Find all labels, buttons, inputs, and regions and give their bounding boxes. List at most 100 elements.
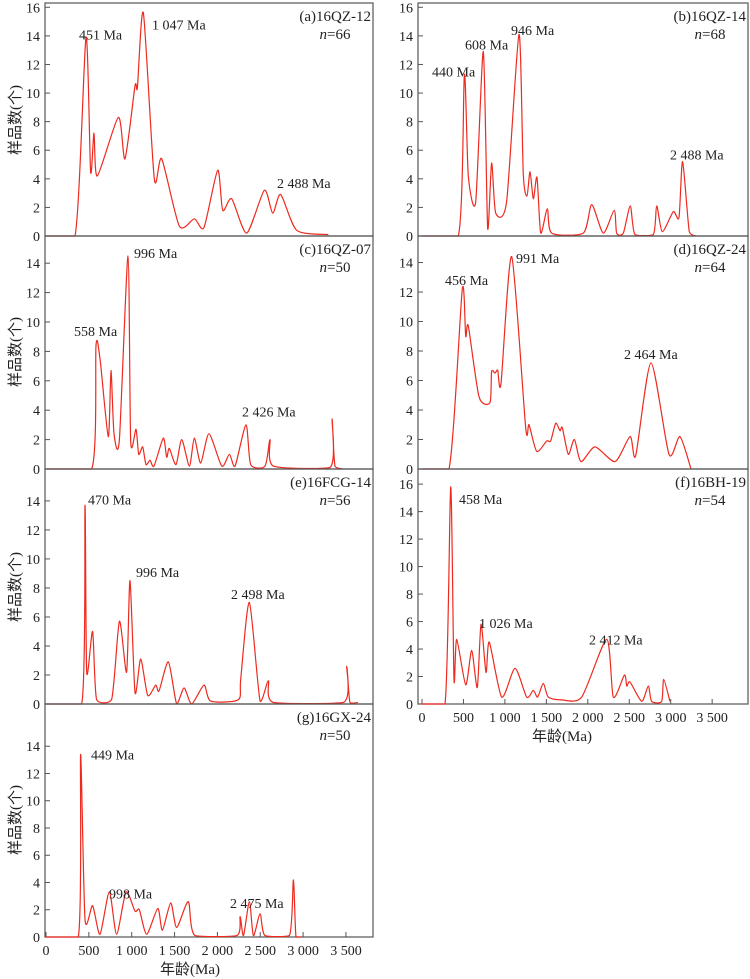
y-tick-label: 10 [26, 316, 40, 331]
x-tick-label: 3 500 [696, 711, 728, 726]
x-tick-label: 2 000 [572, 711, 604, 726]
y-tick-label: 8 [33, 345, 40, 360]
panel-title: (d)16QZ-24 [674, 242, 747, 258]
panel-title: (b)16QZ-14 [674, 9, 747, 25]
y-tick-label: 14 [26, 495, 40, 510]
x-tick-label: 2 000 [202, 944, 234, 959]
y-tick-label: 12 [26, 767, 40, 782]
y-tick-label: 14 [399, 506, 413, 521]
peak-age-label: 2 464 Ma [624, 348, 678, 363]
y-tick-label: 2 [406, 201, 413, 216]
peak-age-label: 2 475 Ma [230, 897, 284, 912]
plot-frame [417, 468, 749, 705]
y-tick-label: 8 [406, 345, 413, 360]
sample-count: n=50 [320, 260, 351, 276]
y-tick-label: 8 [406, 116, 413, 131]
y-tick-label: 16 [399, 1, 413, 16]
n-symbol: n [320, 27, 328, 43]
y-tick-label: 12 [26, 524, 40, 539]
peak-age-label: 458 Ma [459, 493, 503, 508]
peak-age-label: 946 Ma [511, 24, 555, 39]
y-tick-label: 16 [399, 478, 413, 493]
y-tick-label: 8 [33, 582, 40, 597]
y-tick-label: 8 [33, 822, 40, 837]
y-tick-label: 14 [26, 30, 40, 45]
y-tick-label: 4 [406, 643, 413, 658]
sample-count: n=66 [320, 27, 351, 43]
y-tick-label: 12 [26, 287, 40, 302]
peak-age-label: 2 498 Ma [231, 588, 285, 603]
y-tick-label: 12 [399, 58, 413, 73]
y-tick-label: 8 [406, 588, 413, 603]
y-tick-label: 0 [406, 463, 413, 478]
y-axis-title: 样品数(个) [7, 317, 24, 387]
y-axis-title: 样品数(个) [7, 85, 24, 155]
y-tick-label: 0 [33, 230, 40, 245]
x-tick-label: 2 500 [614, 711, 646, 726]
age-distribution-curve [46, 753, 302, 938]
panel-d: 0 2 4 6 8 10 12 14 456 Ma 991 Ma 2 464 Ma (d)16QZ-2… [399, 235, 749, 478]
n-value: =64 [702, 260, 726, 276]
sample-count: n=56 [320, 493, 351, 509]
x-tick-label: 500 [78, 944, 99, 959]
sample-count: n=50 [320, 728, 351, 744]
x-axis-title-left: 年龄(Ma) [160, 961, 220, 978]
sample-count: n=64 [695, 260, 726, 276]
y-tick-label: 0 [33, 463, 40, 478]
y-tick-label: 2 [33, 669, 40, 684]
y-tick-label: 14 [26, 257, 40, 272]
y-tick-label: 6 [406, 616, 413, 631]
y-axis-title: 样品数(个) [7, 552, 24, 622]
y-tick-label: 6 [406, 144, 413, 159]
panel-a: 0 2 4 6 8 10 12 14 16 451 Ma 1 047 Ma 2 488 Ma (a)16… [26, 1, 374, 245]
y-tick-label: 14 [399, 30, 413, 45]
n-symbol: n [695, 493, 703, 509]
peak-age-label: 449 Ma [91, 748, 135, 763]
x-tick-label: 3 000 [655, 711, 687, 726]
y-tick-label: 12 [26, 58, 40, 73]
peak-age-label: 2 488 Ma [670, 149, 724, 164]
y-tick-label: 4 [406, 173, 413, 188]
y-tick-label: 2 [33, 904, 40, 919]
age-distribution-curve [422, 33, 697, 237]
y-axis-title: 样品数(个) [7, 785, 24, 855]
panel-c: 0 2 4 6 8 10 12 14 558 Ma 996 Ma 2 426 Ma (c)16QZ-0… [26, 235, 374, 478]
n-symbol: n [320, 260, 328, 276]
peak-age-label: 440 Ma [432, 66, 476, 81]
y-tick-label: 10 [26, 87, 40, 102]
y-tick-label: 14 [26, 740, 40, 755]
y-tick-label: 8 [33, 116, 40, 131]
x-tick-label: 1 000 [116, 944, 148, 959]
y-tick-label: 10 [26, 553, 40, 568]
peak-age-label: 558 Ma [74, 325, 118, 340]
x-tick-label: 2 500 [245, 944, 277, 959]
y-tick-label: 6 [33, 611, 40, 626]
panel-e: 0 2 4 6 8 10 12 14 470 Ma 996 Ma 2 498 Ma (e)16FCG-… [26, 468, 374, 713]
y-tick-label: 6 [33, 144, 40, 159]
peak-age-label: 996 Ma [134, 247, 178, 262]
peak-age-label: 451 Ma [79, 28, 123, 43]
x-tick-label: 500 [453, 711, 474, 726]
peak-age-label: 608 Ma [465, 38, 509, 53]
n-value: =56 [327, 493, 351, 509]
y-tick-label: 0 [33, 931, 40, 946]
sample-count: n=54 [695, 493, 726, 509]
y-tick-label: 0 [33, 698, 40, 713]
y-tick-label: 12 [399, 533, 413, 548]
peak-age-label: 470 Ma [88, 493, 132, 508]
panel-title: (f)16BH-19 [675, 475, 746, 491]
peak-age-label: 996 Ma [136, 566, 180, 581]
x-tick-label: 0 [419, 711, 426, 726]
n-value: =50 [327, 728, 350, 744]
y-tick-label: 6 [406, 375, 413, 390]
y-tick-label: 10 [399, 87, 413, 102]
peak-age-label: 991 Ma [516, 252, 560, 267]
y-tick-label: 6 [33, 849, 40, 864]
y-tick-label: 2 [33, 434, 40, 449]
y-tick-label: 2 [406, 434, 413, 449]
n-value: =54 [702, 493, 726, 509]
y-tick-label: 10 [26, 795, 40, 810]
panel-g: 0 2 4 6 8 10 12 14 0 500 1 000 1 500 2 000 2 500 3 000… [26, 703, 374, 959]
